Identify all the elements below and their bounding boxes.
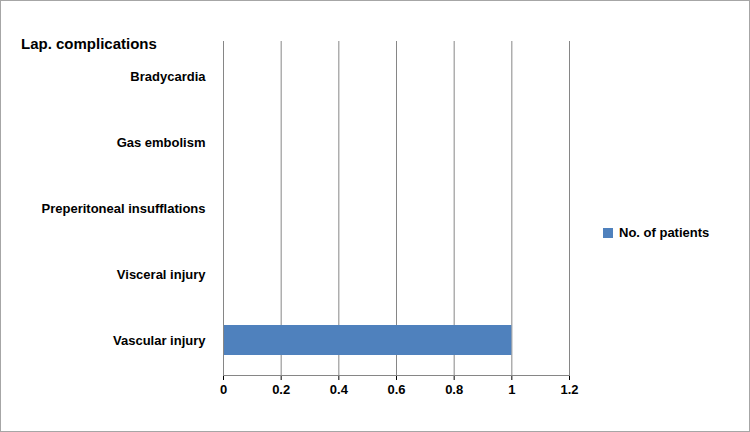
svg-text:1: 1 <box>508 382 515 397</box>
svg-text:0.4: 0.4 <box>330 382 349 397</box>
svg-text:Vascular injury: Vascular injury <box>113 333 206 348</box>
svg-text:0.2: 0.2 <box>272 382 290 397</box>
html-text:Lap. complications: Lap. complications <box>21 35 157 52</box>
svg-text:0.6: 0.6 <box>387 382 405 397</box>
svg-text:0.8: 0.8 <box>445 382 463 397</box>
svg-text:Visceral injury: Visceral injury <box>117 267 206 282</box>
html-text:No. of patients: No. of patients <box>619 225 710 240</box>
svg-text:1.2: 1.2 <box>560 382 578 397</box>
svg-text:0: 0 <box>220 382 227 397</box>
svg-text:Gas embolism: Gas embolism <box>117 135 206 150</box>
svg-text:Preperitoneal insufflations: Preperitoneal insufflations <box>42 201 206 216</box>
svg-text:Bradycardia: Bradycardia <box>130 69 206 84</box>
